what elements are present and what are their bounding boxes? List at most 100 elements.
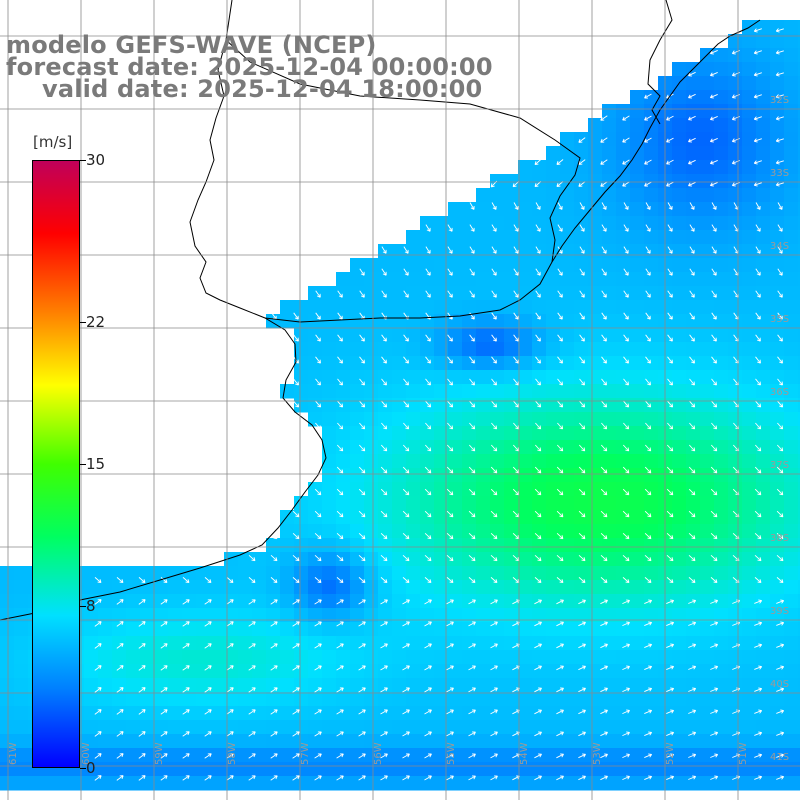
wind-speed-cell: [700, 776, 715, 791]
wind-arrow: [622, 643, 630, 649]
longitude-label: 55W: [446, 742, 457, 765]
wind-speed-cell: [322, 384, 337, 399]
wind-speed-cell: [602, 300, 617, 315]
wind-speed-cell: [308, 748, 323, 763]
wind-speed-cell: [770, 650, 785, 665]
wind-arrow: [424, 621, 432, 627]
wind-speed-cell: [406, 706, 421, 721]
wind-speed-cell: [196, 748, 211, 763]
wind-arrow: [754, 665, 763, 670]
longitude-label: 57W: [300, 742, 311, 765]
wind-speed-cell: [798, 202, 800, 217]
wind-speed-cell: [392, 454, 407, 469]
wind-speed-cell: [714, 300, 729, 315]
wind-arrow: [622, 577, 630, 584]
wind-speed-cell: [784, 692, 799, 707]
wind-speed-cell: [476, 664, 491, 679]
wind-speed-cell: [420, 580, 435, 595]
wind-speed-cell: [644, 440, 659, 455]
wind-arrow: [556, 643, 564, 649]
wind-speed-cell: [672, 650, 687, 665]
wind-speed-cell: [714, 90, 729, 105]
wind-speed-cell: [448, 566, 463, 581]
wind-speed-cell: [266, 706, 281, 721]
wind-speed-cell: [308, 636, 323, 651]
wind-speed-cell: [462, 356, 477, 371]
wind-speed-cell: [784, 496, 799, 511]
wind-arrow: [293, 400, 300, 408]
wind-arrow: [248, 599, 256, 605]
wind-speed-cell: [560, 496, 575, 511]
wind-speed-cell: [798, 90, 800, 105]
wind-arrow: [513, 312, 519, 320]
wind-speed-cell: [686, 314, 701, 329]
wind-speed-cell: [238, 622, 253, 637]
wind-speed-cell: [448, 524, 463, 539]
wind-speed-cell: [784, 188, 799, 203]
wind-speed-cell: [280, 538, 295, 553]
wind-speed-cell: [364, 594, 379, 609]
wind-speed-cell: [630, 160, 645, 175]
wind-speed-cell: [770, 272, 785, 287]
wind-speed-cell: [686, 160, 701, 175]
wind-speed-cell: [602, 510, 617, 525]
wind-speed-cell: [630, 398, 645, 413]
wind-arrow: [424, 444, 432, 452]
wind-arrow: [446, 466, 454, 474]
wind-speed-cell: [630, 678, 645, 693]
wind-arrow: [776, 444, 784, 452]
wind-speed-cell: [714, 706, 729, 721]
wind-arrow: [711, 202, 717, 210]
wind-speed-cell: [714, 258, 729, 273]
wind-speed-cell: [350, 398, 365, 413]
wind-speed-cell: [238, 720, 253, 735]
wind-speed-cell: [714, 48, 729, 63]
wind-speed-cell: [784, 678, 799, 693]
colorbar: [32, 160, 80, 768]
wind-speed-cell: [644, 454, 659, 469]
wind-speed-cell: [546, 174, 561, 189]
wind-speed-cell: [350, 286, 365, 301]
wind-speed-cell: [742, 510, 757, 525]
wind-speed-cell: [532, 538, 547, 553]
wind-speed-cell: [224, 650, 239, 665]
wind-speed-cell: [434, 566, 449, 581]
wind-speed-cell: [14, 566, 29, 581]
wind-speed-cell: [476, 692, 491, 707]
wind-speed-cell: [294, 496, 309, 511]
wind-speed-cell: [98, 636, 113, 651]
wind-speed-cell: [378, 300, 393, 315]
wind-arrow: [358, 577, 366, 584]
wind-arrow: [667, 400, 674, 408]
wind-speed-cell: [518, 216, 533, 231]
wind-arrow: [557, 290, 563, 298]
wind-arrow: [381, 400, 388, 408]
wind-speed-cell: [490, 776, 505, 791]
wind-speed-cell: [770, 342, 785, 357]
wind-speed-cell: [532, 328, 547, 343]
wind-speed-cell: [686, 440, 701, 455]
wind-arrow: [600, 577, 608, 584]
wind-arrow: [775, 28, 784, 33]
wind-speed-cell: [798, 244, 800, 259]
wind-speed-cell: [434, 482, 449, 497]
wind-speed-cell: [210, 636, 225, 651]
wind-speed-cell: [546, 692, 561, 707]
wind-arrow: [424, 532, 432, 540]
wind-arrow: [314, 687, 322, 693]
wind-speed-cell: [588, 510, 603, 525]
wind-speed-cell: [798, 776, 800, 791]
wind-speed-cell: [714, 160, 729, 175]
wind-speed-cell: [280, 636, 295, 651]
wind-arrow: [755, 268, 761, 276]
wind-speed-cell: [406, 398, 421, 413]
wind-speed-cell: [588, 622, 603, 637]
wind-speed-cell: [672, 146, 687, 161]
wind-speed-cell: [518, 510, 533, 525]
wind-speed-cell: [378, 650, 393, 665]
wind-speed-cell: [574, 356, 589, 371]
wind-speed-cell: [252, 622, 267, 637]
wind-arrow: [754, 709, 763, 714]
wind-arrow: [337, 378, 343, 386]
wind-speed-cell: [644, 468, 659, 483]
